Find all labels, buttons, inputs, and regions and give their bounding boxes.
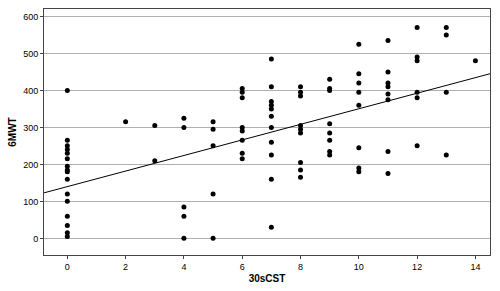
svg-text:10: 10 xyxy=(354,262,364,272)
svg-text:500: 500 xyxy=(23,49,38,59)
svg-text:6: 6 xyxy=(240,262,245,272)
svg-text:0: 0 xyxy=(65,262,70,272)
svg-text:300: 300 xyxy=(23,123,38,133)
svg-text:600: 600 xyxy=(23,12,38,22)
svg-text:0: 0 xyxy=(33,234,38,244)
svg-text:4: 4 xyxy=(181,262,186,272)
svg-text:14: 14 xyxy=(470,262,480,272)
svg-text:2: 2 xyxy=(123,262,128,272)
svg-text:100: 100 xyxy=(23,197,38,207)
svg-text:400: 400 xyxy=(23,86,38,96)
svg-text:6MWT: 6MWT xyxy=(7,117,18,146)
svg-text:12: 12 xyxy=(412,262,422,272)
svg-text:8: 8 xyxy=(298,262,303,272)
svg-text:200: 200 xyxy=(23,160,38,170)
svg-text:30sCST: 30sCST xyxy=(249,273,286,284)
